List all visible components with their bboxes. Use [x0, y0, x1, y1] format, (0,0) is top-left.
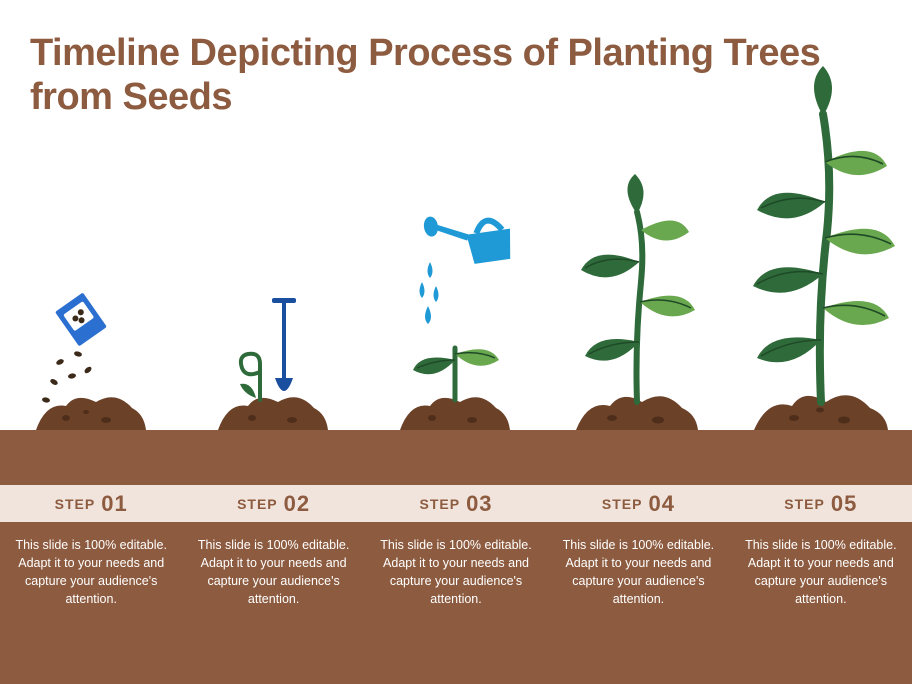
soil-mound-icon — [218, 397, 328, 430]
step-prefix: STEP — [237, 496, 278, 512]
step-label-2: STEP 02 — [182, 485, 364, 522]
young-plant-icon — [581, 174, 695, 402]
stage-5-grown-plant — [728, 60, 912, 430]
step-num: 01 — [101, 491, 127, 517]
step-num: 02 — [284, 491, 310, 517]
shovel-icon — [272, 298, 296, 391]
stage-3-watering — [364, 200, 546, 430]
step-prefix: STEP — [419, 496, 460, 512]
falling-seeds-icon — [42, 351, 93, 404]
stage-2-sprout — [182, 260, 364, 430]
sprout-curl-icon — [240, 354, 260, 400]
seedling-icon — [413, 348, 499, 400]
step-desc-5: This slide is 100% editable. Adapt it to… — [730, 522, 912, 684]
step-label-1: STEP 01 — [0, 485, 182, 522]
step-prefix: STEP — [602, 496, 643, 512]
watering-can-icon — [423, 206, 515, 270]
stage-1-seeds — [0, 270, 182, 430]
stage-4-young-plant — [546, 130, 728, 430]
illustration-area — [0, 0, 912, 430]
step-label-5: STEP 05 — [730, 485, 912, 522]
ground-band — [0, 430, 912, 485]
step-desc-1: This slide is 100% editable. Adapt it to… — [0, 522, 182, 684]
grown-plant-icon — [753, 66, 895, 402]
step-desc-3: This slide is 100% editable. Adapt it to… — [365, 522, 547, 684]
step-desc-4: This slide is 100% editable. Adapt it to… — [547, 522, 729, 684]
step-label-band: STEP 01 STEP 02 STEP 03 STEP 04 STEP 05 — [0, 485, 912, 522]
step-label-4: STEP 04 — [547, 485, 729, 522]
seed-packet-icon — [55, 292, 107, 346]
description-band: This slide is 100% editable. Adapt it to… — [0, 522, 912, 684]
step-prefix: STEP — [55, 496, 96, 512]
step-num: 03 — [466, 491, 492, 517]
step-desc-2: This slide is 100% editable. Adapt it to… — [182, 522, 364, 684]
soil-mound-icon — [36, 397, 146, 430]
step-num: 05 — [831, 491, 857, 517]
step-prefix: STEP — [784, 496, 825, 512]
step-label-3: STEP 03 — [365, 485, 547, 522]
step-num: 04 — [648, 491, 674, 517]
water-drops-icon — [420, 262, 439, 324]
